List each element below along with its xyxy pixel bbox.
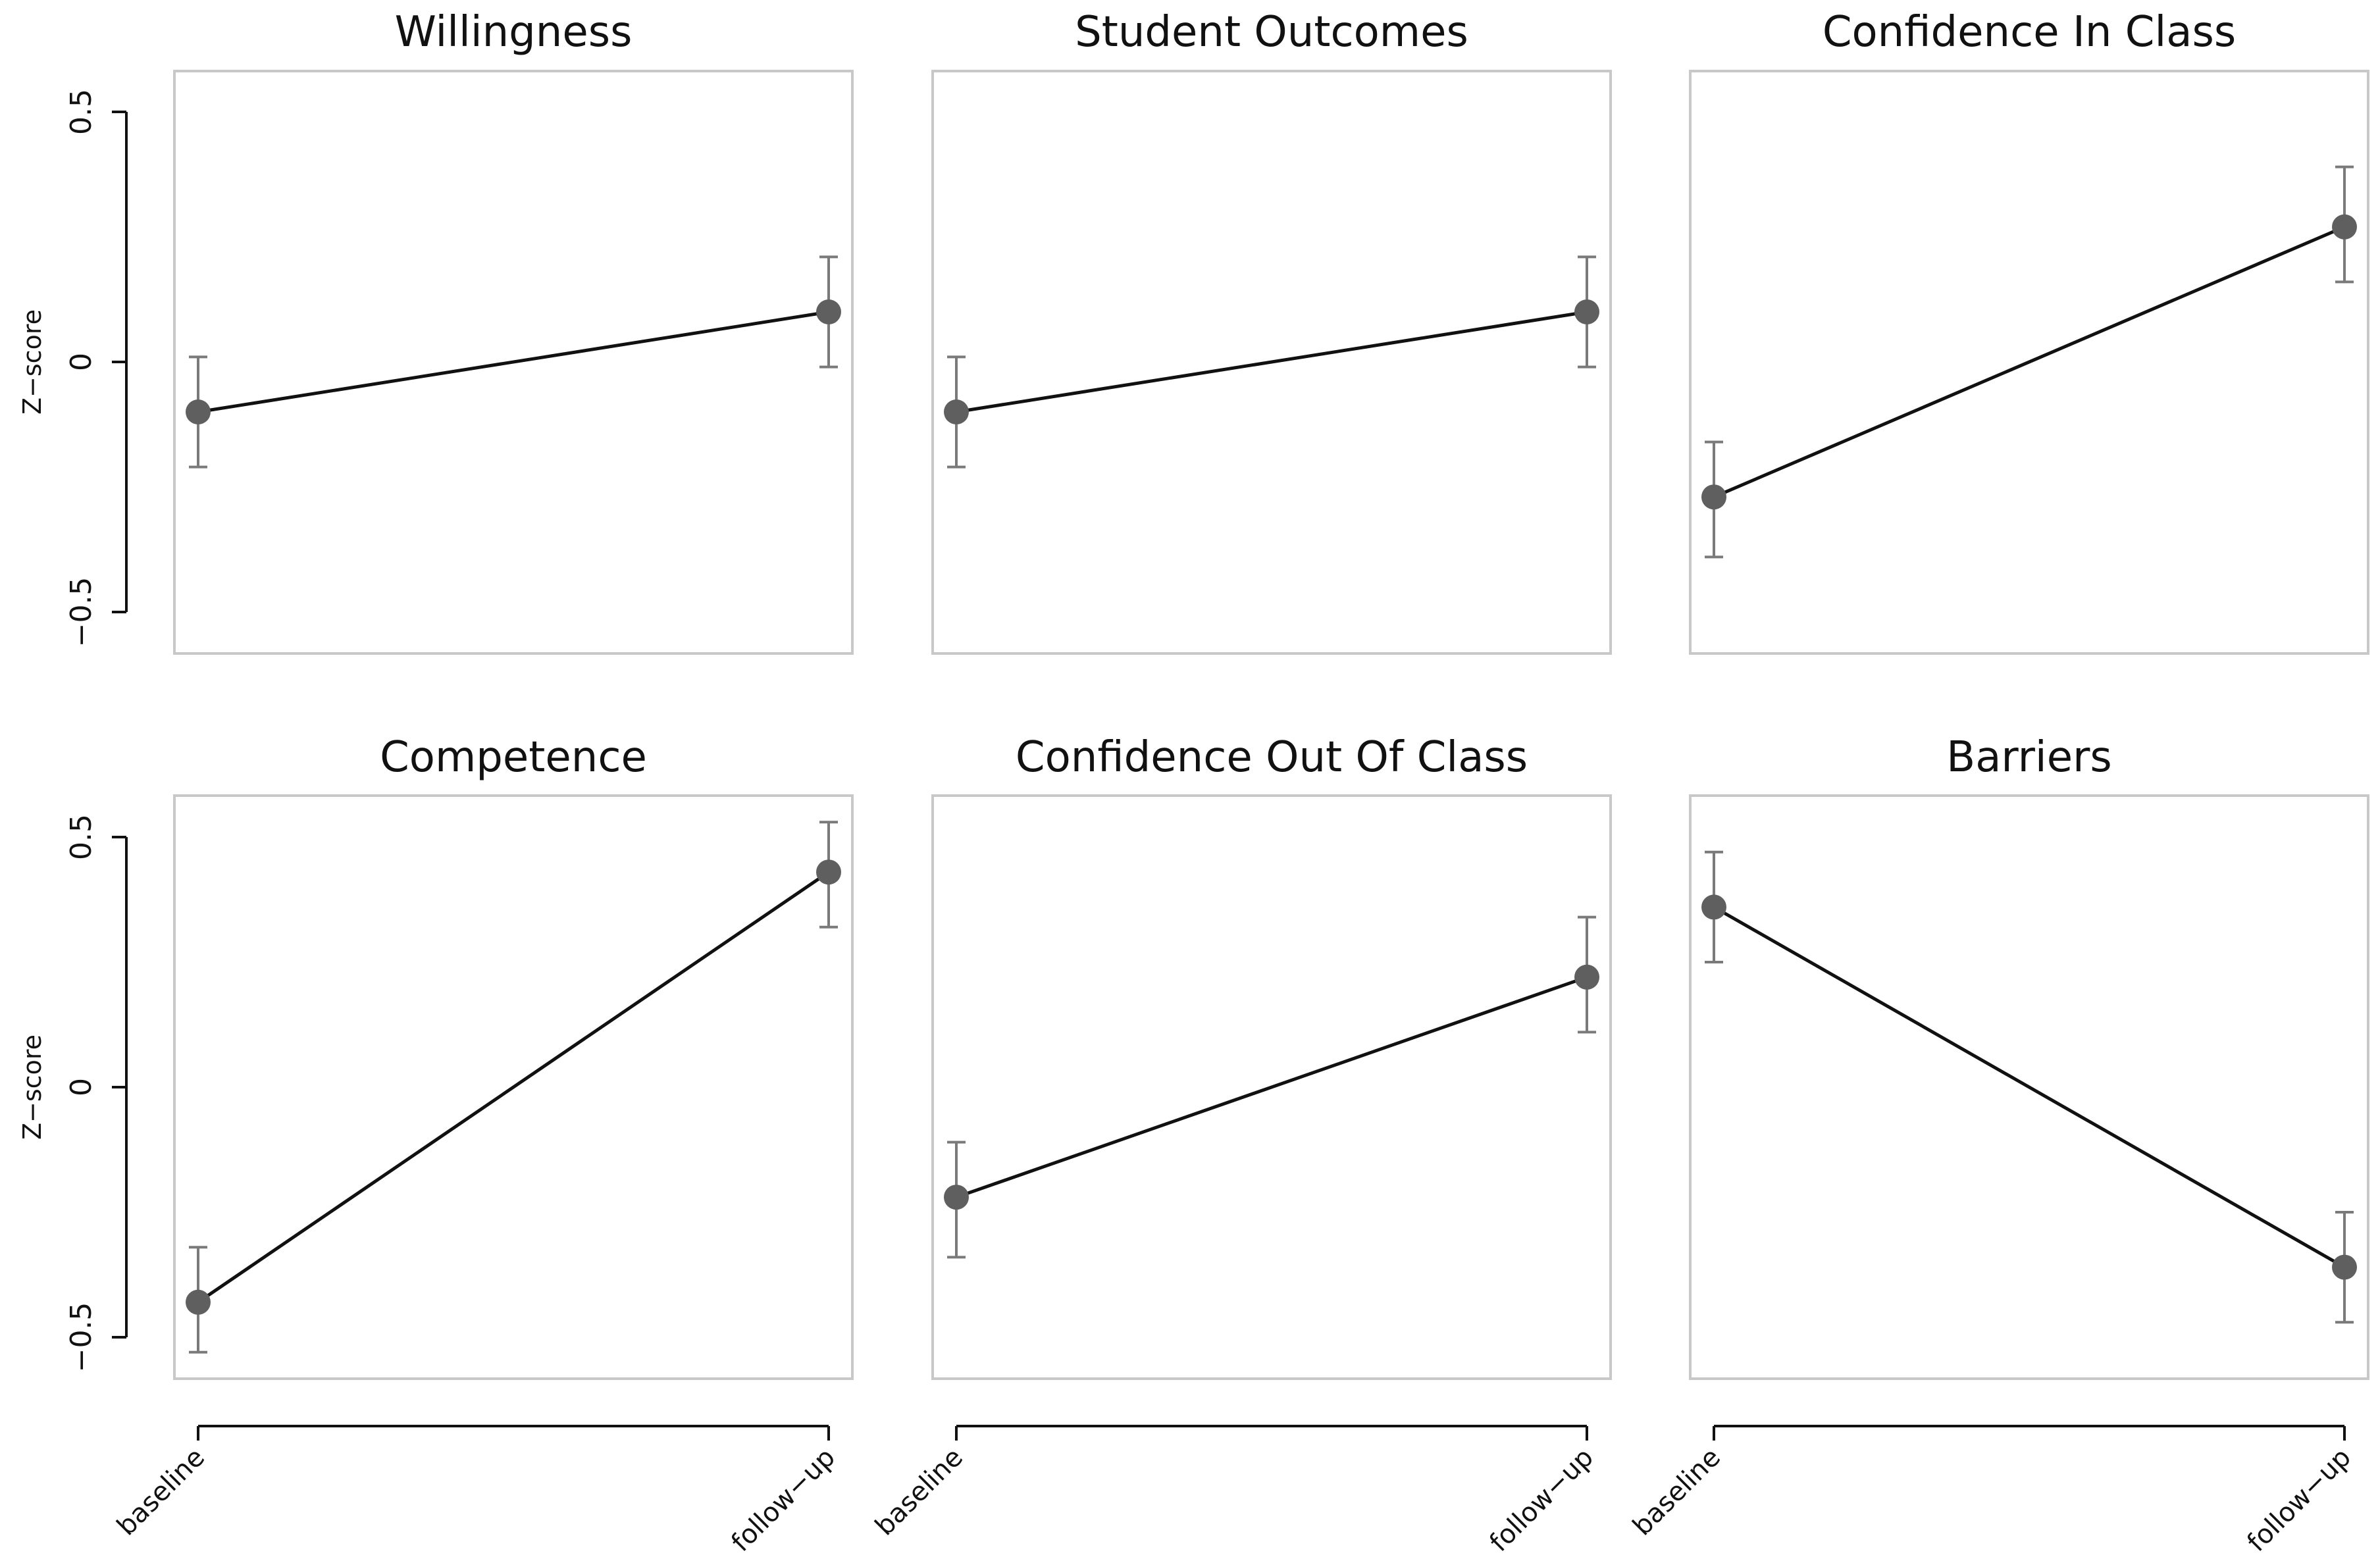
data-point xyxy=(944,1185,969,1210)
panel-title: Barriers xyxy=(1946,733,2111,782)
data-point xyxy=(186,1289,211,1315)
panel-frame xyxy=(1689,70,2369,655)
data-point xyxy=(816,859,841,885)
x-tick-label: baseline xyxy=(869,1443,969,1542)
y-tick-label: 0 xyxy=(65,1078,98,1096)
data-point xyxy=(944,399,969,424)
x-tick-label: follow−up xyxy=(726,1443,842,1558)
y-tick-label: 0.5 xyxy=(65,814,98,860)
panel-title: Competence xyxy=(380,733,647,782)
panel-title: Willingness xyxy=(395,8,633,57)
panel-frame xyxy=(1689,794,2369,1380)
panel-frame xyxy=(173,70,854,655)
series-line xyxy=(956,975,1588,1199)
series-line xyxy=(1713,225,2345,499)
y-axis-label: Z−score xyxy=(18,1035,47,1140)
x-tick-label: follow−up xyxy=(1484,1443,1600,1558)
series-line xyxy=(197,871,830,1304)
y-tick-label: 0.5 xyxy=(65,89,98,135)
data-point xyxy=(2332,214,2357,240)
panel-frame xyxy=(173,794,854,1380)
data-point xyxy=(1574,964,1599,990)
panel-frame xyxy=(931,794,1612,1380)
y-tick-label: −0.5 xyxy=(65,577,98,648)
panel-frame xyxy=(931,70,1612,655)
panel-title: Confidence Out Of Class xyxy=(1016,733,1528,782)
series-line xyxy=(956,310,1588,414)
panel-title: Student Outcomes xyxy=(1075,8,1468,57)
x-tick-label: follow−up xyxy=(2242,1443,2358,1558)
data-point xyxy=(816,299,841,324)
data-point xyxy=(2332,1254,2357,1280)
x-tick-label: baseline xyxy=(111,1443,211,1542)
y-axis-label: Z−score xyxy=(18,309,47,415)
data-point xyxy=(1574,299,1599,324)
y-tick-label: 0 xyxy=(65,353,98,371)
data-point xyxy=(1701,894,1726,920)
data-point xyxy=(1701,484,1726,510)
series-line xyxy=(197,310,829,414)
panel-title: Confidence In Class xyxy=(1823,8,2236,57)
series-line xyxy=(1713,906,2346,1269)
data-point xyxy=(186,399,211,424)
x-tick-label: baseline xyxy=(1627,1443,1726,1542)
y-tick-label: −0.5 xyxy=(65,1302,98,1373)
